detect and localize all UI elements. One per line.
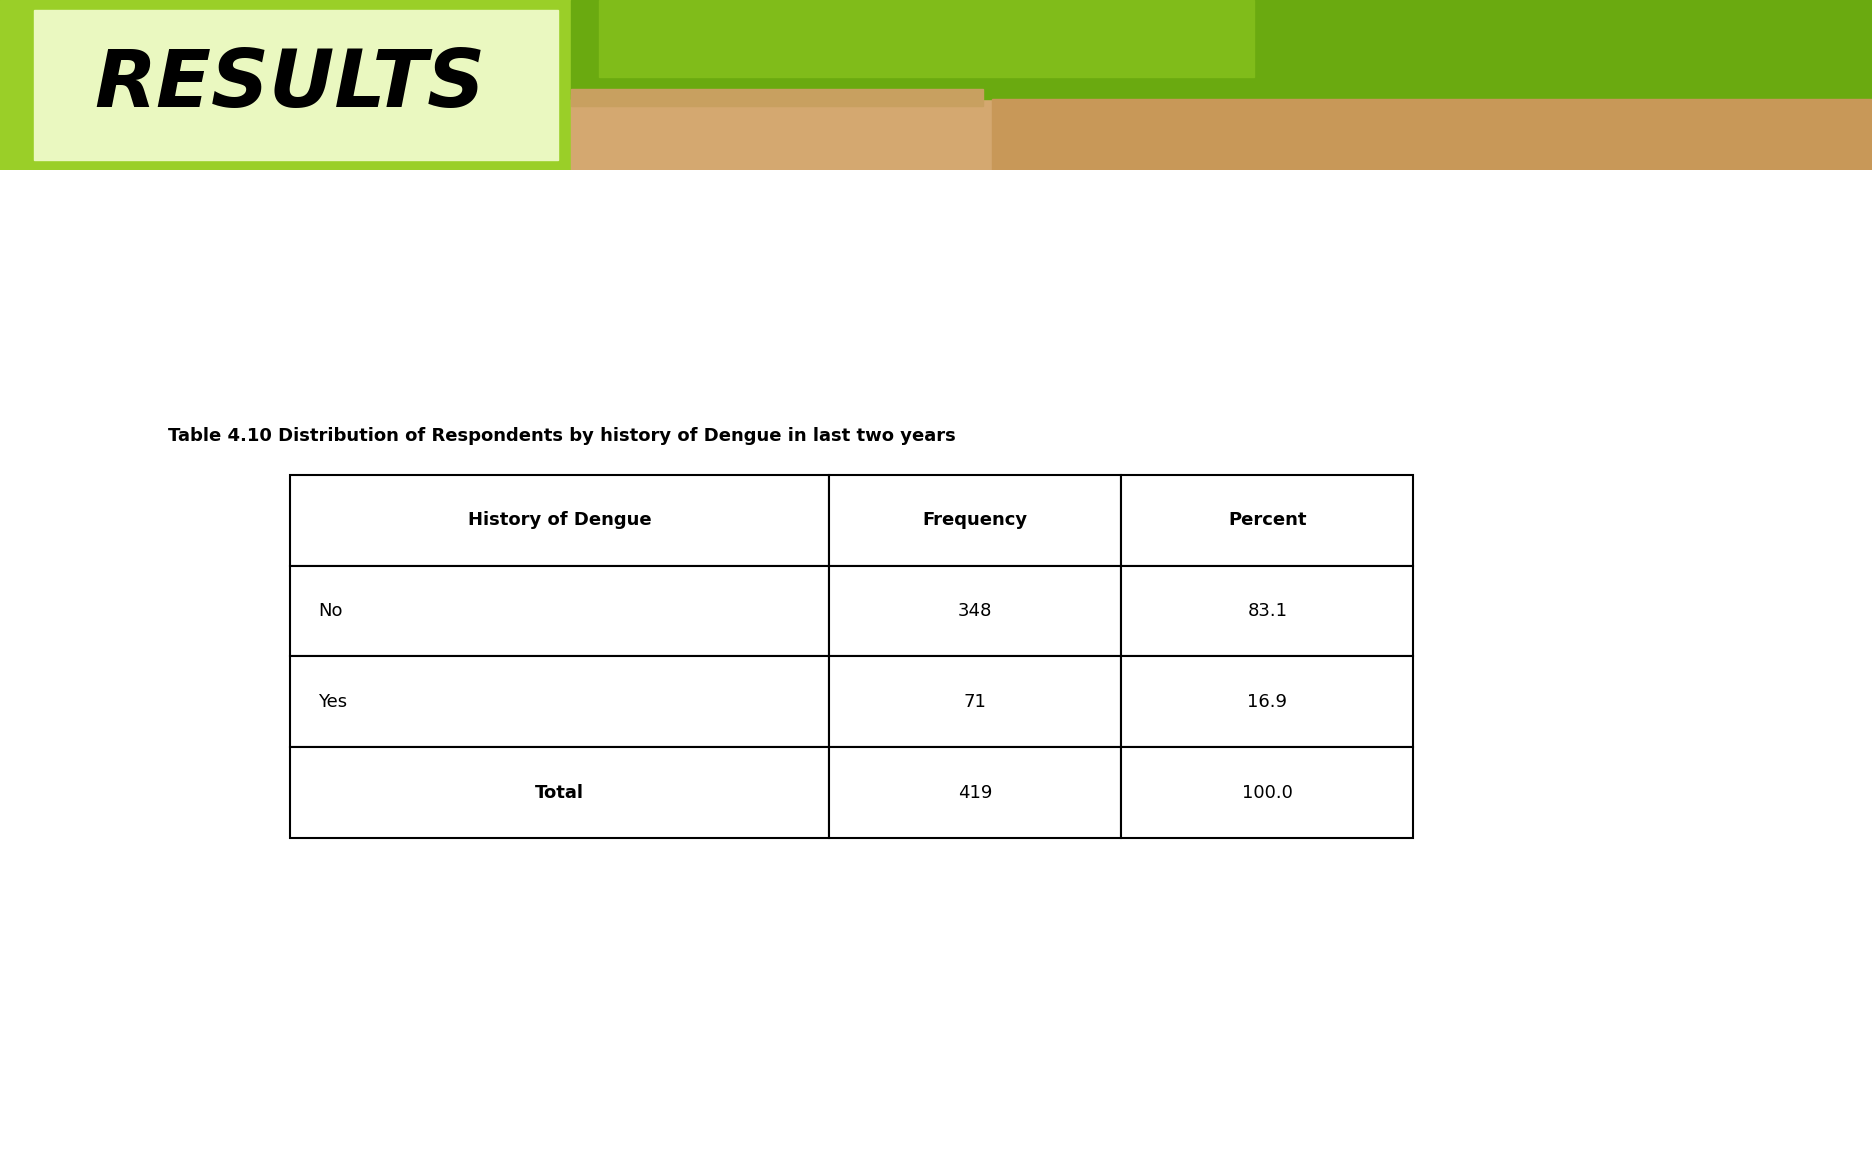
Bar <box>829 657 1121 748</box>
Text: No: No <box>318 602 343 620</box>
Text: 16.9: 16.9 <box>1247 692 1288 711</box>
Bar <box>1121 748 1413 838</box>
Text: RESULTS: RESULTS <box>95 46 485 124</box>
Bar <box>290 475 829 566</box>
Bar <box>571 0 1872 99</box>
Bar <box>599 0 1254 77</box>
Bar <box>829 566 1121 657</box>
Bar <box>1121 566 1413 657</box>
Bar <box>1121 657 1413 748</box>
Text: Table 4.10 Distribution of Respondents by history of Dengue in last two years: Table 4.10 Distribution of Respondents b… <box>168 426 957 445</box>
Text: Total: Total <box>535 783 584 802</box>
Text: 100.0: 100.0 <box>1241 783 1294 802</box>
Bar <box>571 93 1872 170</box>
Bar <box>829 475 1121 566</box>
Text: Yes: Yes <box>318 692 348 711</box>
Bar <box>290 566 829 657</box>
Bar <box>992 99 1872 170</box>
Bar <box>0 0 571 170</box>
Bar <box>571 89 983 106</box>
Text: 71: 71 <box>964 692 987 711</box>
Text: Frequency: Frequency <box>923 511 1028 529</box>
Bar <box>829 748 1121 838</box>
Text: 419: 419 <box>958 783 992 802</box>
Bar <box>1121 475 1413 566</box>
Text: History of Dengue: History of Dengue <box>468 511 651 529</box>
Bar <box>34 10 558 160</box>
Bar <box>290 748 829 838</box>
Text: Percent: Percent <box>1228 511 1307 529</box>
Text: 83.1: 83.1 <box>1247 602 1288 620</box>
Text: 348: 348 <box>958 602 992 620</box>
Bar <box>290 657 829 748</box>
